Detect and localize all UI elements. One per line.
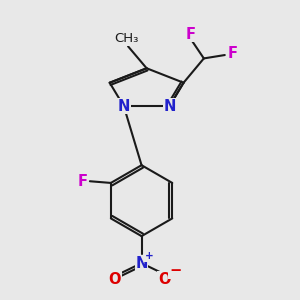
Text: −: − (169, 263, 182, 278)
Text: CH₃: CH₃ (114, 32, 139, 45)
Text: F: F (185, 27, 195, 42)
Text: +: + (145, 251, 154, 261)
Text: F: F (77, 174, 88, 189)
Text: N: N (163, 99, 176, 114)
Text: O: O (158, 272, 170, 287)
Text: N: N (118, 99, 130, 114)
Text: F: F (227, 46, 237, 61)
Text: O: O (108, 272, 121, 287)
Text: N: N (135, 256, 148, 271)
